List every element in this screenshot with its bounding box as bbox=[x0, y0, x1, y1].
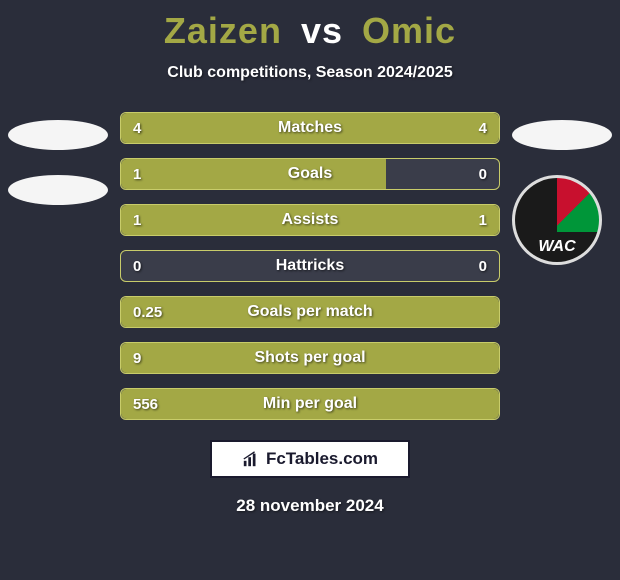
stat-row: 00Hattricks bbox=[120, 250, 500, 282]
stat-label: Min per goal bbox=[121, 389, 499, 419]
stat-label: Goals bbox=[121, 159, 499, 189]
stat-row: 0.25Goals per match bbox=[120, 296, 500, 328]
player-left-name: Zaizen bbox=[164, 10, 282, 51]
stat-label: Hattricks bbox=[121, 251, 499, 281]
chart-icon bbox=[242, 450, 260, 468]
brand-badge: FcTables.com bbox=[210, 440, 410, 478]
stat-row: 9Shots per goal bbox=[120, 342, 500, 374]
comparison-title: Zaizen vs Omic bbox=[0, 0, 620, 52]
club-logo-placeholder bbox=[512, 120, 612, 150]
stat-label: Goals per match bbox=[121, 297, 499, 327]
club-logo-placeholder bbox=[8, 175, 108, 205]
player-right-name: Omic bbox=[362, 10, 456, 51]
stat-row: 44Matches bbox=[120, 112, 500, 144]
vs-separator: vs bbox=[301, 10, 343, 51]
stat-label: Matches bbox=[121, 113, 499, 143]
stats-bars: 44Matches 10Goals 11Assists 00Hattricks 0.25… bbox=[120, 112, 500, 420]
brand-text: FcTables.com bbox=[266, 449, 378, 469]
stat-label: Shots per goal bbox=[121, 343, 499, 373]
club-logo-placeholder bbox=[8, 120, 108, 150]
stat-row: 11Assists bbox=[120, 204, 500, 236]
subtitle: Club competitions, Season 2024/2025 bbox=[0, 64, 620, 82]
stat-row: 10Goals bbox=[120, 158, 500, 190]
stat-label: Assists bbox=[121, 205, 499, 235]
right-club-logos: WAC bbox=[512, 120, 612, 265]
footer-date: 28 november 2024 bbox=[0, 496, 620, 516]
left-club-logos bbox=[8, 120, 108, 230]
stat-row: 556Min per goal bbox=[120, 388, 500, 420]
wac-badge-text: WAC bbox=[515, 232, 599, 262]
wac-club-badge: WAC bbox=[512, 175, 602, 265]
